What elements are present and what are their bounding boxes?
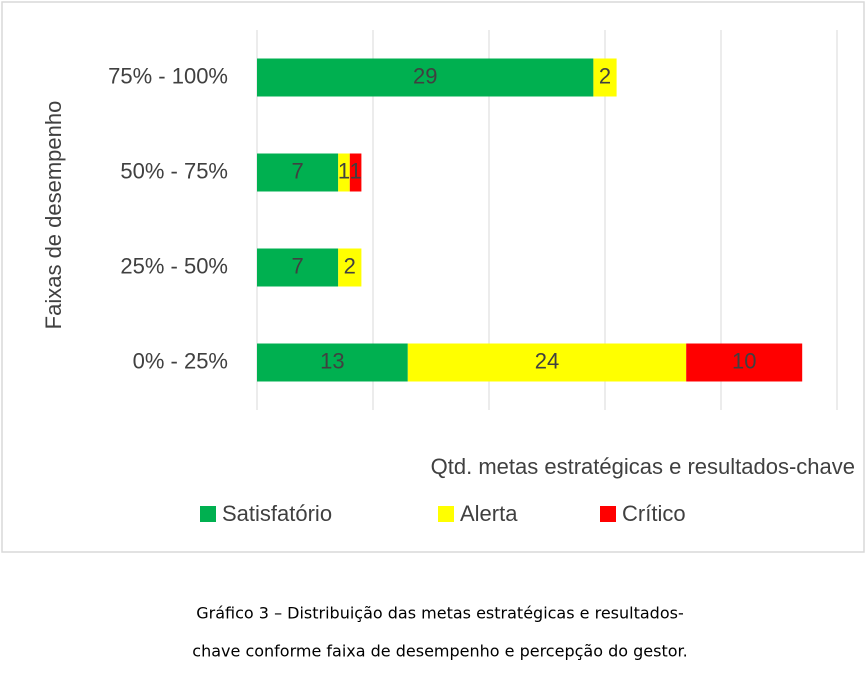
legend-label: Satisfatório bbox=[222, 501, 332, 526]
data-label: 24 bbox=[535, 348, 559, 373]
data-label: 2 bbox=[599, 63, 611, 88]
legend-label: Alerta bbox=[460, 501, 518, 526]
bar-segment bbox=[257, 343, 408, 382]
y-tick-label: 25% - 50% bbox=[120, 253, 228, 278]
data-label: 13 bbox=[320, 348, 344, 373]
bar-segment bbox=[257, 153, 339, 192]
y-tick-label: 75% - 100% bbox=[108, 63, 228, 88]
data-label: 7 bbox=[291, 253, 303, 278]
data-label: 7 bbox=[291, 158, 303, 183]
bar-segment bbox=[686, 343, 803, 382]
caption: Gráfico 3 – Distribuição das metas estra… bbox=[196, 604, 683, 623]
bar-segment bbox=[349, 153, 362, 192]
y-tick-label: 0% - 25% bbox=[133, 348, 228, 373]
bar-segment bbox=[257, 248, 339, 287]
legend-swatch bbox=[438, 506, 454, 522]
bar-segment bbox=[338, 153, 350, 192]
bar-segment bbox=[407, 343, 687, 382]
data-label: 10 bbox=[732, 348, 756, 373]
legend-swatch bbox=[200, 506, 216, 522]
caption: chave conforme faixa de desempenho e per… bbox=[192, 642, 687, 661]
y-tick-label: 50% - 75% bbox=[120, 158, 228, 183]
bar-segment bbox=[593, 58, 617, 97]
x-axis-title: Qtd. metas estratégicas e resultados-cha… bbox=[431, 454, 855, 479]
data-label: 29 bbox=[413, 63, 437, 88]
bar-segment bbox=[257, 58, 594, 97]
bar-segment bbox=[338, 248, 362, 287]
data-label: 1 bbox=[338, 158, 350, 183]
legend-label: Crítico bbox=[622, 501, 686, 526]
y-axis-title: Faixas de desempenho bbox=[41, 101, 66, 330]
data-label: 1 bbox=[349, 158, 361, 183]
data-label: 2 bbox=[344, 253, 356, 278]
legend-swatch bbox=[600, 506, 616, 522]
